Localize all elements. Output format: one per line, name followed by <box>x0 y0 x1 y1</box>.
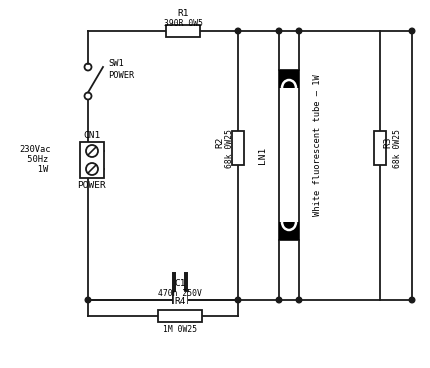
Text: POWER: POWER <box>108 71 134 81</box>
Bar <box>158 310 202 322</box>
Circle shape <box>409 297 415 303</box>
Text: 68k 0W25: 68k 0W25 <box>393 128 402 167</box>
Bar <box>166 25 200 37</box>
Circle shape <box>296 28 302 34</box>
Bar <box>279 70 299 240</box>
Text: R3: R3 <box>384 136 393 148</box>
Text: White fluorescent tube – 1W: White fluorescent tube – 1W <box>313 74 322 216</box>
Text: LN1: LN1 <box>258 146 267 164</box>
Text: R1: R1 <box>177 8 189 18</box>
Text: SW1: SW1 <box>108 60 124 68</box>
Bar <box>279 70 299 88</box>
Text: R4: R4 <box>174 297 186 305</box>
Circle shape <box>276 297 282 303</box>
Circle shape <box>276 28 282 34</box>
Text: 50Hz: 50Hz <box>22 156 48 164</box>
Text: 230Vac: 230Vac <box>19 145 51 155</box>
Text: CN1: CN1 <box>83 131 101 139</box>
Text: 1W: 1W <box>22 166 48 174</box>
Text: R2: R2 <box>215 136 224 148</box>
Circle shape <box>409 28 415 34</box>
Bar <box>80 65 100 98</box>
Bar <box>174 292 186 308</box>
Text: POWER: POWER <box>78 180 106 190</box>
Circle shape <box>85 297 91 303</box>
Text: 1M 0W25: 1M 0W25 <box>163 326 197 335</box>
Text: 390R 0W5: 390R 0W5 <box>163 20 203 28</box>
Circle shape <box>235 28 241 34</box>
Bar <box>232 131 244 165</box>
Text: 470n 250V: 470n 250V <box>158 289 202 297</box>
Circle shape <box>296 297 302 303</box>
Text: C1: C1 <box>174 280 186 289</box>
Text: 68k 0W25: 68k 0W25 <box>225 128 234 167</box>
Bar <box>80 142 104 178</box>
Circle shape <box>235 297 241 303</box>
Bar <box>374 131 386 165</box>
Bar <box>279 222 299 240</box>
